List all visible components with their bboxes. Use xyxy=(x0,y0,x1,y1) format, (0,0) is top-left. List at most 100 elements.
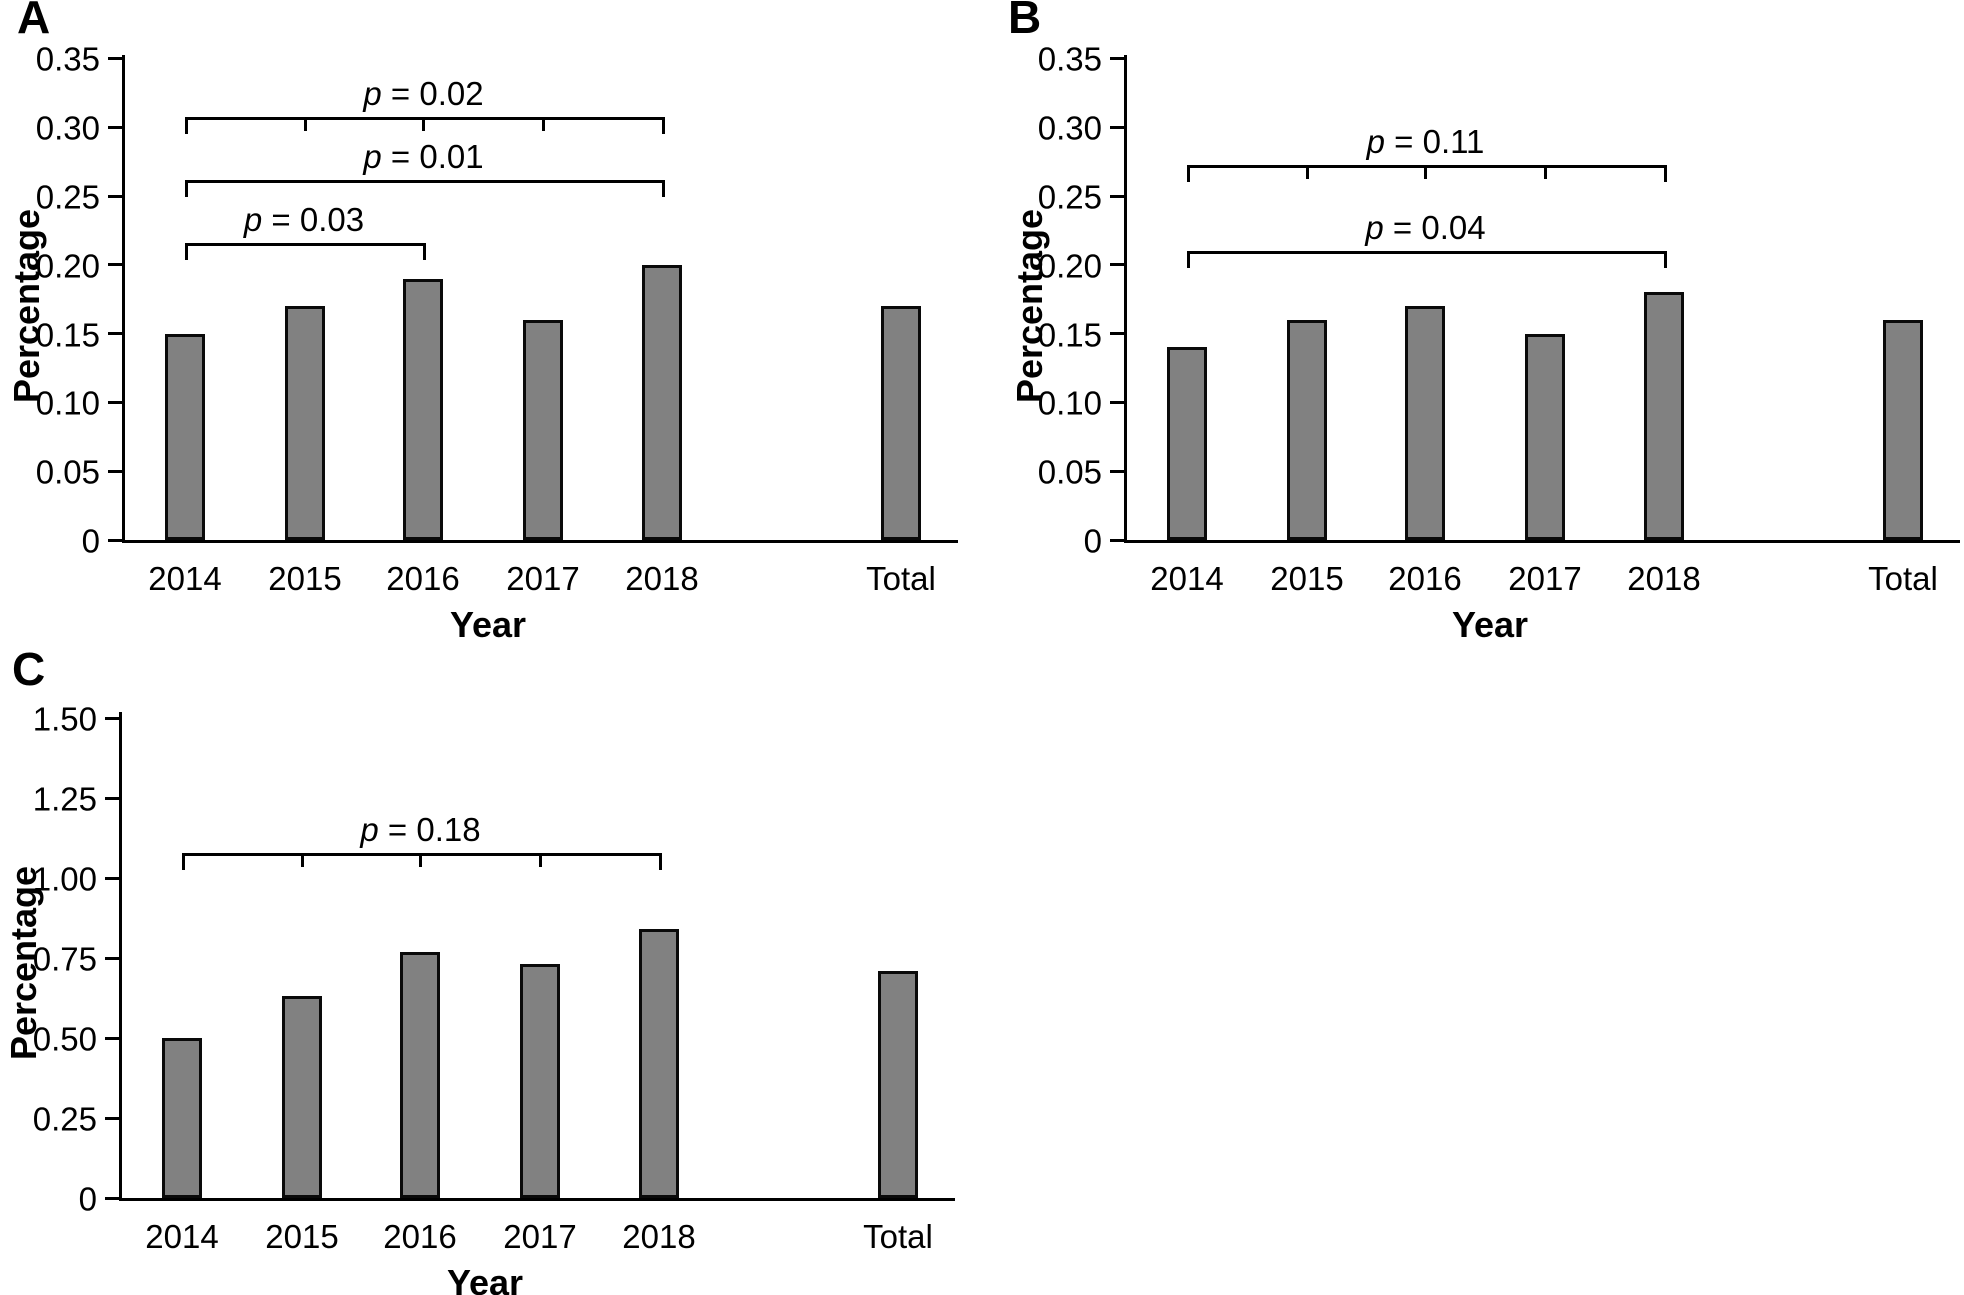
p-value-label-b-0: p = 0.11 xyxy=(1367,125,1485,158)
bar-a-total xyxy=(881,306,921,540)
bar-b-2017 xyxy=(1525,333,1565,540)
y-axis-a xyxy=(122,55,125,543)
bar-c-2018 xyxy=(639,929,679,1198)
y-tick-label-b: 0.25 xyxy=(1037,178,1102,216)
y-tick-b xyxy=(1110,56,1124,60)
bar-c-2017 xyxy=(520,964,560,1198)
x-label-b-2014: 2014 xyxy=(1150,560,1224,597)
y-tick-a xyxy=(108,538,122,542)
p-value-text: = 0.02 xyxy=(381,75,484,112)
bar-c-2016 xyxy=(400,951,440,1198)
p-bracket-year-tick xyxy=(542,117,545,131)
y-tick-label-b: 0.35 xyxy=(1037,40,1102,78)
x-label-a-2014: 2014 xyxy=(148,560,222,597)
y-tick-label-b: 0.05 xyxy=(1037,453,1102,491)
x-label-c-2014: 2014 xyxy=(145,1218,219,1255)
bar-a-2014 xyxy=(165,333,205,540)
y-tick-label-a: 0.05 xyxy=(35,453,100,491)
y-tick-c xyxy=(105,956,119,960)
y-tick-b xyxy=(1110,538,1124,542)
y-tick-label-c: 1.25 xyxy=(32,780,97,818)
panel-letter-b: B xyxy=(1008,0,1042,43)
y-tick-c xyxy=(105,796,119,800)
x-label-a-2018: 2018 xyxy=(625,560,699,597)
y-tick-b xyxy=(1110,469,1124,473)
p-bracket-end-tick xyxy=(659,853,662,870)
bar-c-2015 xyxy=(282,996,322,1198)
p-bracket-end-tick xyxy=(1664,251,1667,268)
p-symbol: p xyxy=(1365,209,1384,246)
y-tick-c xyxy=(105,1036,119,1040)
y-tick-b xyxy=(1110,194,1124,198)
y-tick-c xyxy=(105,1116,119,1120)
p-bracket-year-tick xyxy=(419,853,422,867)
y-tick-label-c: 1.50 xyxy=(32,700,97,738)
bar-a-2017 xyxy=(523,319,563,540)
panel-letter-c: C xyxy=(12,643,46,695)
x-label-b-2018: 2018 xyxy=(1627,560,1701,597)
bar-b-2015 xyxy=(1287,319,1327,540)
bar-a-2015 xyxy=(285,306,325,540)
p-bracket-end-tick xyxy=(185,243,188,260)
x-label-b-2016: 2016 xyxy=(1388,560,1462,597)
y-tick-label-c: 0 xyxy=(78,1180,97,1218)
x-label-a-total: Total xyxy=(866,560,936,597)
p-bracket-year-tick xyxy=(1544,165,1547,179)
bar-b-total xyxy=(1883,319,1923,540)
y-tick-label-a: 0.10 xyxy=(35,384,100,422)
p-symbol: p xyxy=(243,201,263,238)
x-axis-title-c: Year xyxy=(446,1262,524,1295)
y-tick-label-b: 0.30 xyxy=(1037,109,1102,147)
x-axis-a xyxy=(122,540,958,543)
p-bracket-year-tick xyxy=(539,853,542,867)
y-tick-label-b: 0.15 xyxy=(1037,316,1102,354)
y-tick-label-a: 0.20 xyxy=(35,247,100,285)
y-tick-a xyxy=(108,332,122,336)
p-value-text: = 0.03 xyxy=(262,201,365,238)
y-tick-b xyxy=(1110,263,1124,267)
bar-a-2016 xyxy=(403,278,443,540)
y-tick-b xyxy=(1110,400,1124,404)
y-tick-label-c: 1.00 xyxy=(32,860,97,898)
y-tick-label-a: 0 xyxy=(81,522,100,560)
bar-c-total xyxy=(878,970,918,1198)
y-tick-label-a: 0.25 xyxy=(35,178,100,216)
p-bracket-year-tick xyxy=(304,117,307,131)
bar-b-2016 xyxy=(1405,306,1445,540)
y-tick-c xyxy=(105,716,119,720)
p-bracket-year-tick xyxy=(1306,165,1309,179)
y-tick-a xyxy=(108,56,122,60)
x-label-b-total: Total xyxy=(1868,560,1938,597)
p-bracket-end-tick xyxy=(662,117,665,134)
y-tick-a xyxy=(108,125,122,129)
x-label-c-2018: 2018 xyxy=(622,1218,696,1255)
x-label-c-total: Total xyxy=(863,1218,933,1255)
p-bracket-end-tick xyxy=(185,180,188,197)
y-tick-b xyxy=(1110,125,1124,129)
bar-b-2018 xyxy=(1644,292,1684,540)
y-tick-a xyxy=(108,469,122,473)
p-value-text: = 0.01 xyxy=(381,138,484,175)
y-axis-title-a: Percentage xyxy=(6,208,47,403)
y-tick-c xyxy=(105,1196,119,1200)
p-bracket-line xyxy=(1187,251,1667,254)
p-symbol: p xyxy=(360,811,379,848)
y-tick-label-b: 0.20 xyxy=(1037,247,1102,285)
y-tick-label-c: 0.75 xyxy=(32,940,97,978)
y-tick-a xyxy=(108,400,122,404)
y-tick-label-c: 0.25 xyxy=(32,1100,97,1138)
p-symbol: p xyxy=(363,75,382,112)
p-value-text: = 0.11 xyxy=(1384,123,1485,160)
y-tick-label-c: 0.50 xyxy=(32,1020,97,1058)
bar-a-2018 xyxy=(642,264,682,540)
x-axis-b xyxy=(1124,540,1960,543)
p-bracket-year-tick xyxy=(1424,165,1427,179)
y-tick-label-b: 0 xyxy=(1083,522,1102,560)
x-label-c-2015: 2015 xyxy=(265,1218,339,1255)
p-bracket-line xyxy=(1187,165,1667,168)
x-axis-title-a: Year xyxy=(449,604,527,645)
y-axis-title-b: Percentage xyxy=(1009,208,1050,403)
x-label-a-2015: 2015 xyxy=(268,560,342,597)
x-label-c-2017: 2017 xyxy=(503,1218,577,1255)
